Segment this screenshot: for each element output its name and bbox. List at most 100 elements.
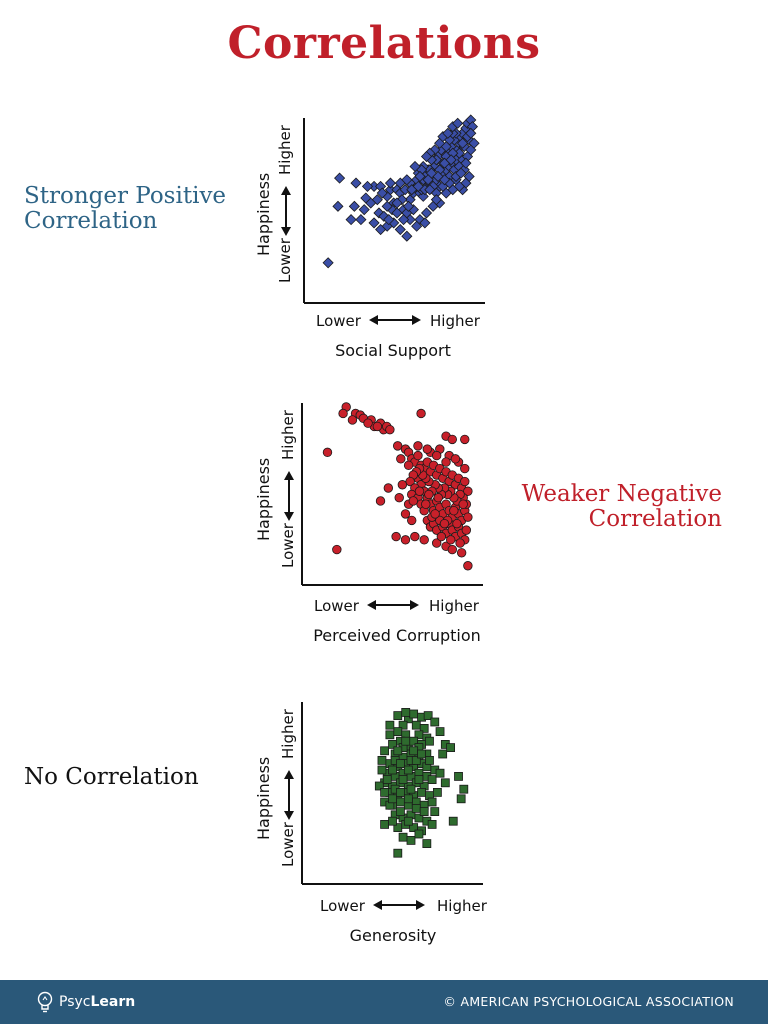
data-point (461, 525, 472, 535)
chart-points (322, 402, 473, 571)
data-point (468, 137, 480, 149)
y-double-arrow-icon (281, 186, 291, 236)
data-point (401, 230, 413, 242)
data-point (375, 496, 386, 506)
x-double-arrow-icon (369, 315, 421, 325)
data-point (414, 486, 425, 496)
positive-label-line-2: Correlation (24, 208, 158, 234)
data-point (406, 835, 416, 845)
data-point (420, 207, 433, 219)
data-point (422, 444, 433, 454)
data-point (417, 788, 426, 797)
psyclearn-logo[interactable]: Psyc Learn (36, 991, 135, 1013)
data-point (450, 454, 461, 464)
data-point (448, 816, 458, 826)
x-axis-title: Perceived Corruption (313, 626, 481, 645)
data-point (401, 736, 411, 746)
data-point (363, 418, 373, 428)
data-point (460, 434, 470, 445)
x-axis-title: Generosity (350, 926, 437, 945)
data-point (406, 784, 416, 794)
data-point (394, 223, 406, 236)
data-point (391, 207, 403, 219)
negative-correlation-label: Weaker Negative Correlation (522, 482, 722, 532)
brand-prefix: Psyc (59, 994, 91, 1010)
brand-bold: Learn (90, 994, 136, 1010)
data-point (368, 217, 380, 229)
data-point (425, 756, 434, 765)
data-point (383, 214, 395, 226)
data-point (375, 223, 387, 236)
data-point (457, 137, 469, 149)
data-point (431, 450, 442, 461)
data-point (385, 720, 395, 730)
data-point (417, 749, 426, 759)
data-point (322, 447, 333, 458)
x-high-label: Higher (430, 312, 481, 330)
data-point (396, 454, 406, 464)
data-point (465, 127, 477, 139)
data-point (432, 788, 442, 797)
data-point (403, 765, 413, 775)
data-point (334, 172, 346, 184)
data-point (409, 709, 419, 719)
data-point (388, 816, 397, 826)
x-double-arrow-icon (373, 900, 425, 910)
x-axis-title: Social Support (335, 341, 451, 360)
data-point (455, 167, 467, 179)
data-point (398, 775, 408, 784)
data-point (408, 496, 418, 506)
data-point (384, 177, 397, 189)
data-point (414, 829, 424, 839)
data-point (440, 778, 450, 788)
data-point (460, 476, 470, 487)
data-point (401, 174, 413, 186)
chart-perceived-corruption: Lower Higher Happiness Lower Higher Perc… (254, 402, 483, 645)
y-high-label: Higher (276, 124, 294, 175)
data-point (447, 434, 457, 445)
data-point (374, 781, 384, 791)
data-point (409, 160, 421, 173)
y-high-label: Higher (279, 708, 297, 759)
y-axis-title: Happiness (254, 458, 273, 541)
data-point (393, 711, 403, 721)
data-point (454, 772, 463, 781)
copyright-text: © AMERICAN PSYCHOLOGICAL ASSOCIATION (443, 994, 734, 1009)
data-point (380, 819, 390, 829)
data-point (398, 832, 408, 842)
data-point (371, 194, 383, 206)
data-point (410, 531, 420, 542)
data-point (388, 794, 397, 804)
data-point (377, 765, 387, 775)
chart-points (374, 707, 469, 858)
data-point (421, 499, 431, 509)
data-point (414, 170, 426, 183)
data-point (347, 415, 358, 425)
data-point (407, 515, 417, 526)
data-point (396, 759, 405, 768)
data-point (430, 509, 440, 519)
data-point (388, 765, 397, 775)
data-point (427, 775, 437, 784)
data-point (360, 192, 372, 204)
data-point (380, 746, 390, 756)
data-point (380, 788, 390, 797)
data-point (436, 531, 447, 542)
y-double-arrow-icon (284, 471, 294, 521)
data-point (422, 839, 432, 849)
data-point (463, 512, 473, 522)
page-title: Correlations (227, 18, 541, 69)
data-point (400, 509, 411, 519)
data-point (383, 483, 394, 493)
data-point (439, 518, 450, 529)
data-point (382, 775, 392, 784)
data-point (452, 518, 462, 529)
data-point (381, 200, 393, 212)
data-point (419, 724, 429, 733)
data-point (350, 177, 362, 189)
chart-social-support: Lower Higher Happiness Lower Higher Soci… (254, 114, 485, 360)
data-point (463, 561, 473, 571)
data-point (442, 127, 454, 139)
data-point (416, 408, 426, 419)
x-low-label: Lower (316, 312, 362, 330)
